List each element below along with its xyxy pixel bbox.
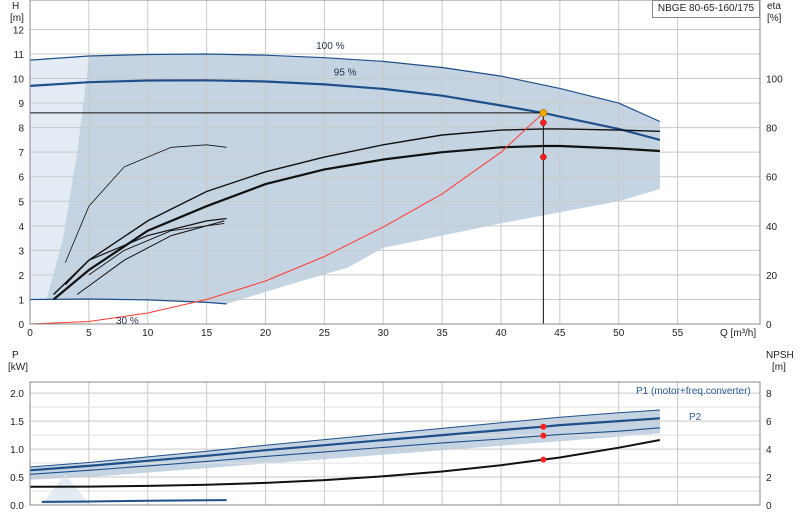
- upper-eta-axis-label: eta: [767, 1, 781, 12]
- upper-x-tick-label: 15: [201, 328, 213, 339]
- lower-npsh-tick-label: 4: [766, 445, 772, 456]
- curve-label-30: 30 %: [116, 316, 139, 327]
- upper-x-tick-label: 20: [260, 328, 272, 339]
- upper-x-tick-label: 55: [672, 328, 684, 339]
- lower-y-tick-label: 0.5: [10, 473, 24, 484]
- upper-y-tick-label: 11: [14, 50, 25, 61]
- lower-npsh-tick-label: 6: [766, 417, 772, 428]
- operating-point-marker: [539, 109, 548, 117]
- efficiency-point-marker: [540, 153, 547, 161]
- upper-y-tick-label: 6: [18, 173, 24, 184]
- upper-y-axis-label: H: [12, 1, 19, 12]
- upper-y-tick-label: 8: [18, 124, 24, 135]
- efficiency-point-marker: [540, 119, 547, 126]
- curve-100-percent: [29, 53, 661, 123]
- lower-y-tick-label: 0.0: [10, 501, 24, 512]
- upper-eta-tick-label: 0: [766, 320, 772, 331]
- power-light-band: [41, 474, 89, 504]
- upper-y-tick-label: 9: [18, 99, 24, 110]
- x-axis-label: Q [m³/h]: [720, 328, 756, 339]
- npsh-axis-label: NPSH: [766, 350, 794, 361]
- curve-p1-max: [29, 409, 660, 468]
- upper-panel-qh-chart: 0 5 10 15 20 25 30 35 40 45 50 55012345678910111202…: [10, 0, 783, 339]
- npsh-axis-unit: [m]: [772, 362, 786, 373]
- lower-panel-power-npsh-chart: 0.0 0.5 1.0 1.5 2.0 0 2 4 6 8 P[kW] NPSH[m] P1 (moto…: [8, 350, 794, 512]
- lower-y-tick-label: 1.5: [10, 417, 24, 428]
- efficiency-curve: [52, 144, 660, 301]
- series-label-p1: P1 (motor+freq.converter): [636, 386, 751, 397]
- lower-npsh-tick-label: 8: [766, 389, 772, 400]
- upper-x-tick-label: 35: [437, 328, 449, 339]
- series-label-p2: P2: [689, 412, 702, 423]
- lower-npsh-tick-label: 2: [766, 473, 772, 484]
- upper-x-tick-label: 25: [319, 328, 331, 339]
- efficiency-curve: [53, 128, 660, 296]
- upper-plot-frame: [29, 0, 761, 325]
- upper-eta-tick-label: 40: [766, 222, 778, 233]
- curve-30-percent: [29, 298, 227, 305]
- upper-y-tick-label: 3: [18, 246, 24, 257]
- upper-x-tick-label: 40: [495, 328, 507, 339]
- lower-plot-frame: [29, 381, 761, 506]
- curve-npsh: [29, 439, 661, 488]
- curve-label-100: 100 %: [316, 41, 344, 52]
- upper-y-tick-label: 2: [18, 271, 24, 282]
- curve-npsh-30-percent: [41, 499, 227, 503]
- chart-title: NBGE 80-65-160/175: [652, 0, 760, 18]
- p2-operating-marker: [540, 432, 547, 439]
- upper-y-tick-label: 4: [18, 222, 24, 233]
- curve-95-percent: [29, 79, 661, 141]
- p1-operating-marker: [540, 423, 547, 430]
- upper-eta-tick-label: 20: [766, 271, 778, 282]
- system-curve: [29, 112, 544, 325]
- upper-y-tick-label: 1: [18, 295, 24, 306]
- upper-x-tick-label: 45: [554, 328, 566, 339]
- lower-y-tick-label: 2.0: [10, 389, 24, 400]
- upper-eta-tick-label: 80: [766, 124, 778, 135]
- curve-label-95: 95 %: [334, 67, 357, 78]
- lower-y-axis-label: P: [12, 350, 19, 361]
- efficiency-curve: [88, 222, 225, 276]
- lower-npsh-tick-label: 0: [766, 501, 772, 512]
- upper-x-tick-label: 10: [142, 328, 154, 339]
- npsh-operating-marker: [540, 456, 547, 463]
- upper-y-axis-unit: [m]: [10, 13, 24, 24]
- operating-range-light-band: [30, 56, 89, 300]
- efficiency-curve: [64, 144, 227, 263]
- upper-y-tick-label: 12: [13, 25, 25, 36]
- upper-x-tick-label: 0: [27, 328, 33, 339]
- lower-y-axis-unit: [kW]: [8, 362, 28, 373]
- upper-x-tick-label: 30: [378, 328, 390, 339]
- efficiency-curve: [76, 220, 225, 295]
- upper-eta-axis-unit: [%]: [767, 13, 782, 24]
- lower-y-tick-label: 1.0: [10, 445, 24, 456]
- upper-x-tick-label: 50: [613, 328, 625, 339]
- operating-range-band: [46, 54, 660, 304]
- upper-y-tick-label: 10: [13, 75, 25, 86]
- upper-y-tick-label: 0: [18, 320, 24, 331]
- upper-eta-tick-label: 100: [766, 75, 783, 86]
- curve-p1: [29, 417, 660, 472]
- upper-y-tick-label: 7: [18, 148, 24, 159]
- efficiency-curve: [64, 217, 227, 286]
- curve-p2: [29, 427, 660, 475]
- upper-x-tick-label: 5: [86, 328, 92, 339]
- upper-y-tick-label: 5: [18, 197, 24, 208]
- upper-eta-tick-label: 60: [766, 173, 778, 184]
